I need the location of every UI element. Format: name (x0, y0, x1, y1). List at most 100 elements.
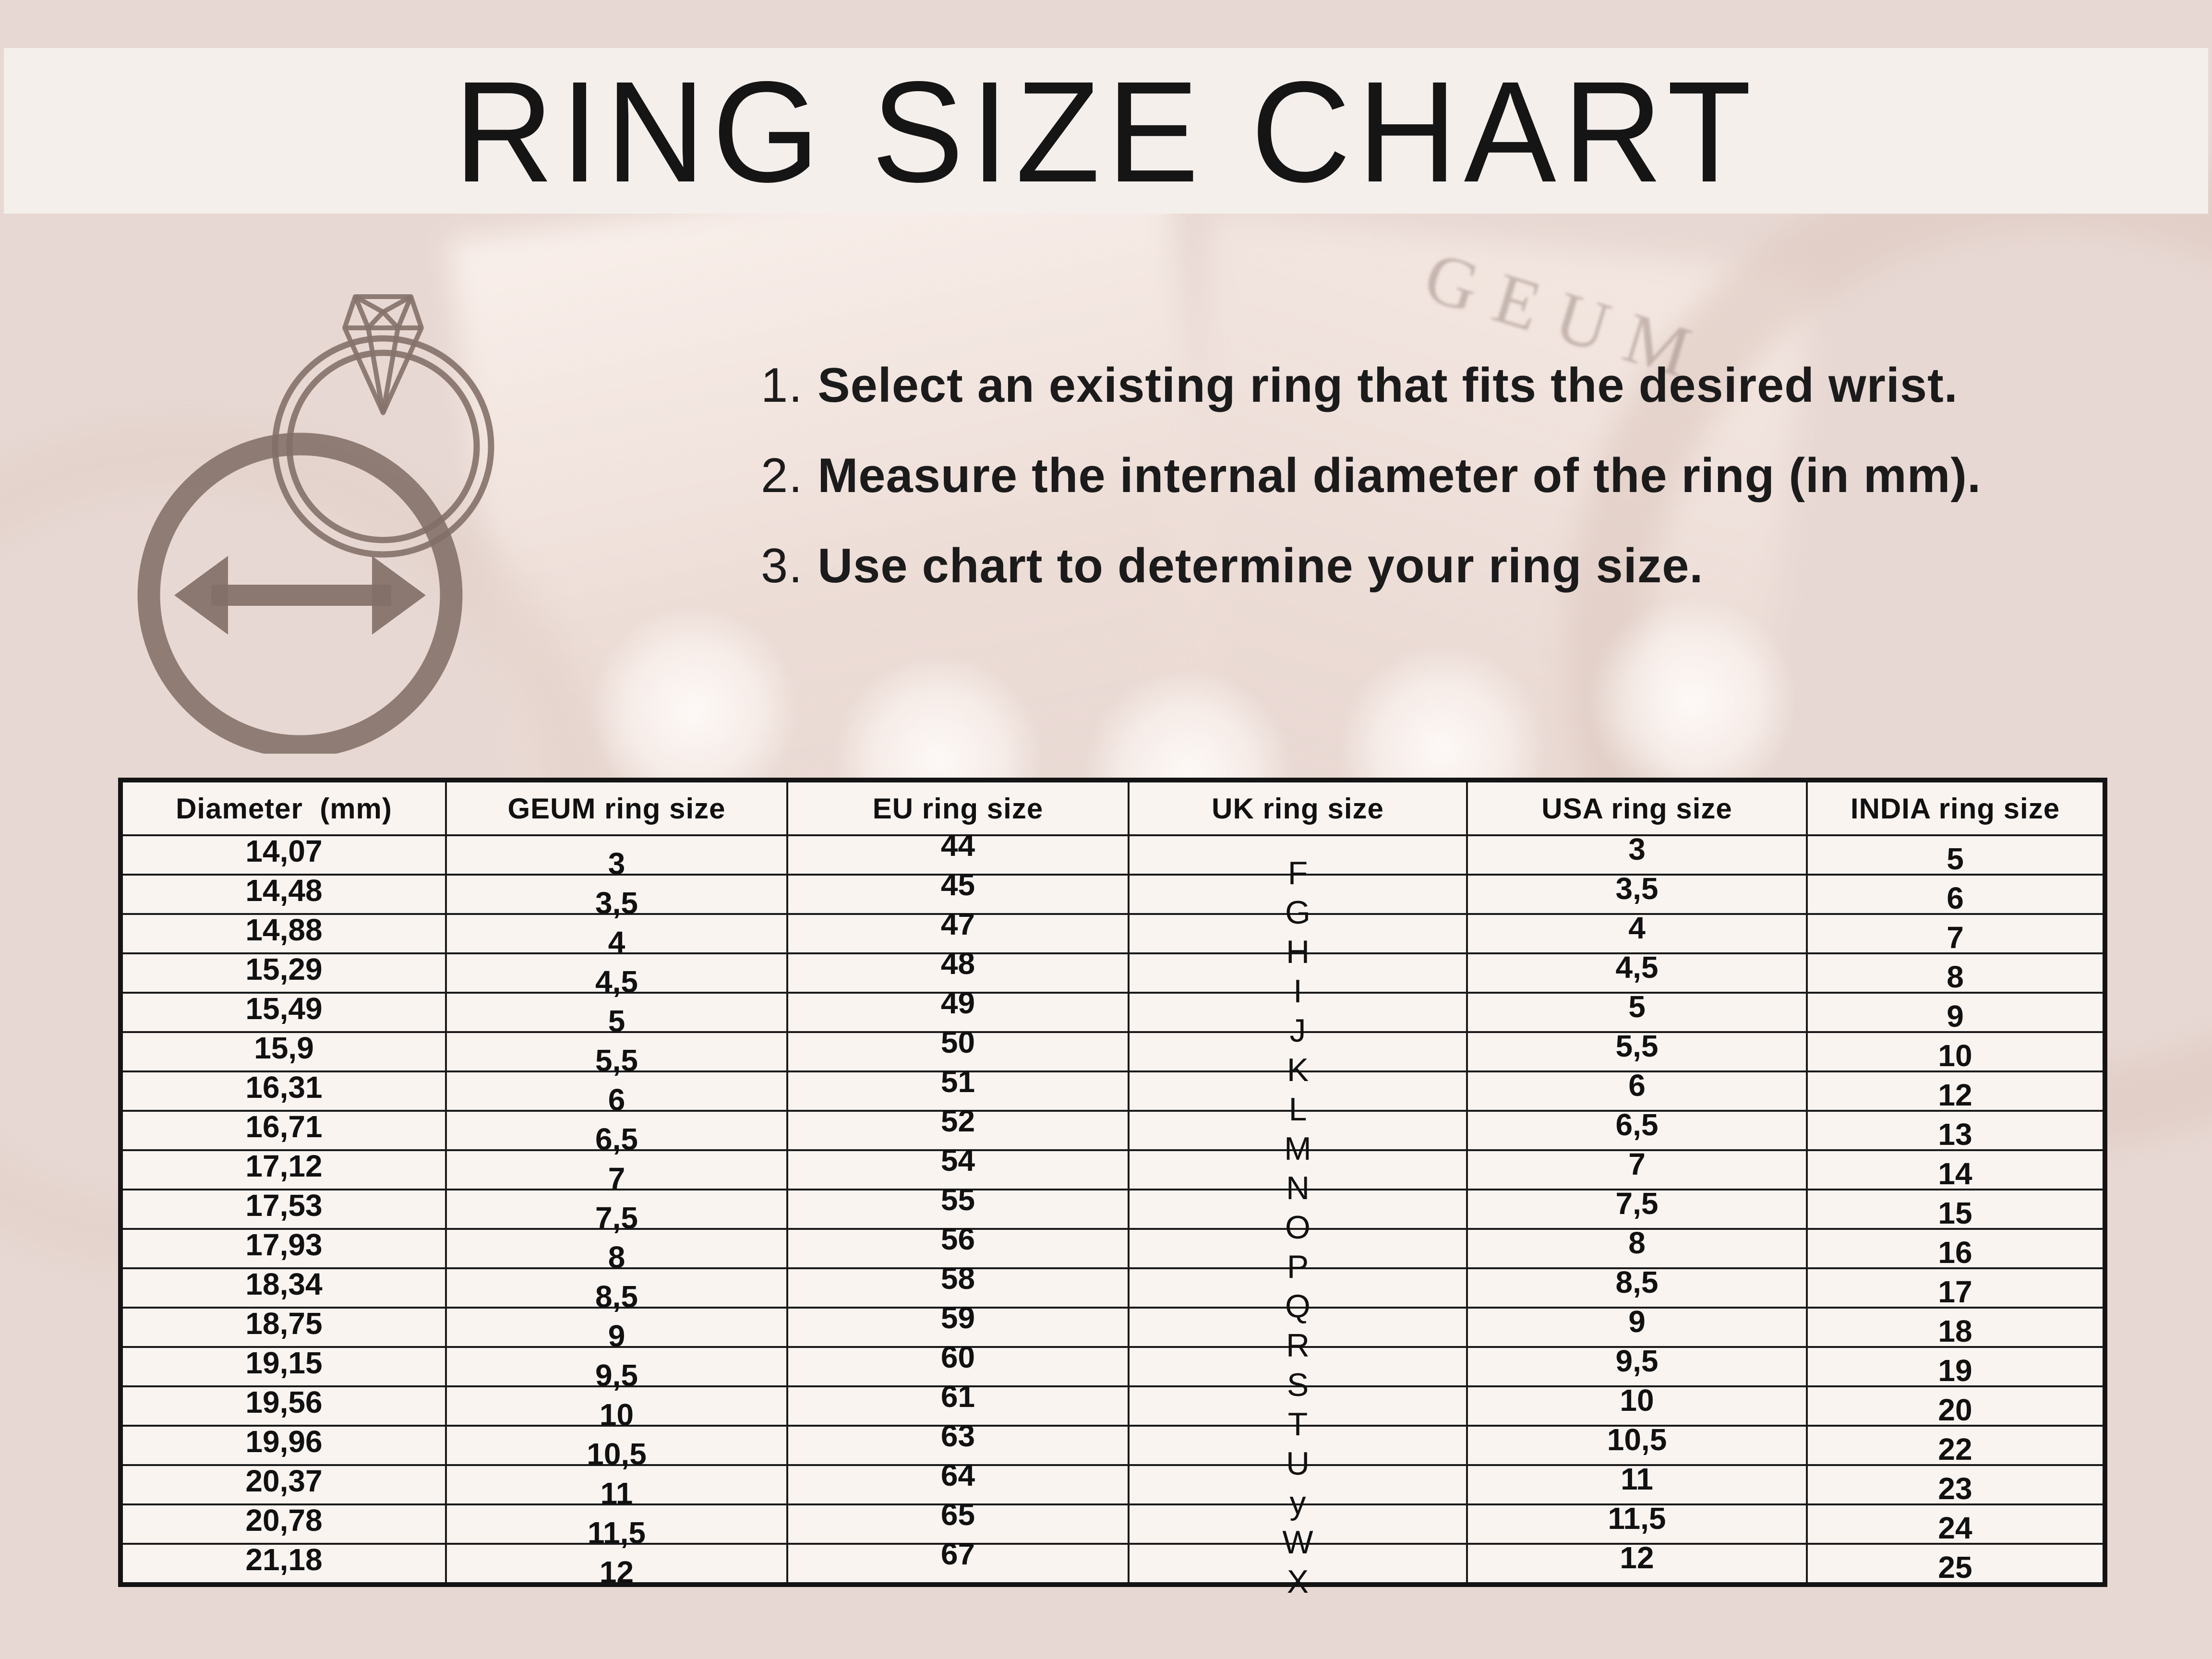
table-cell: 5 (1466, 989, 1808, 1033)
table-cell: 6 (1466, 1068, 1808, 1112)
table-cell: 51 (786, 1064, 1130, 1112)
ring-with-diamond-icon (272, 294, 494, 558)
table-cell: 13 (1806, 1110, 2106, 1152)
header-row: Diameter (mm) GEUM ring size EU ring size U… (120, 779, 2106, 836)
table-cell: 9 (1806, 992, 2106, 1034)
table-cell: T (1128, 1385, 1468, 1443)
table-cell: 5 (445, 992, 788, 1038)
table-cell: 47 (786, 907, 1130, 954)
table-cell: 15 (1806, 1189, 2106, 1230)
table-cell: W (1128, 1503, 1468, 1561)
table-cell: 19 (1806, 1346, 2106, 1388)
table-cell: 23 (1806, 1464, 2106, 1506)
table-cell: 18 (1806, 1307, 2106, 1348)
table-cell: 9,5 (1466, 1344, 1808, 1387)
table-cell: 12 (445, 1543, 788, 1589)
table-row: 16,31 6 51 L 6 12 (120, 1064, 2106, 1128)
table-cell: 6,5 (1466, 1107, 1808, 1151)
table-cell: 10 (1466, 1383, 1808, 1427)
table-cell: 9 (445, 1307, 788, 1353)
instruction-step-3: 3. Use chart to determine your ring size. (761, 537, 1981, 595)
table-cell: R (1128, 1307, 1468, 1364)
table-cell: 7 (445, 1149, 788, 1196)
column-header: INDIA ring size (1806, 779, 2106, 836)
column-header: GEUM ring size (445, 779, 788, 836)
table-cell: 24 (1806, 1503, 2106, 1545)
table-cell: G (1128, 874, 1468, 931)
table-cell: 44 (786, 828, 1130, 876)
table-cell: 4 (445, 913, 788, 960)
table-row: 20,78 11,5 65 W 11,5 24 (120, 1497, 2106, 1561)
table-cell: 17 (1806, 1267, 2106, 1309)
ring-size-table: Diameter (mm) GEUM ring size EU ring size U… (118, 778, 2107, 1600)
photo-gemstone (1589, 598, 1795, 804)
table-row: 15,9 5,5 50 K 5,5 10 (120, 1025, 2106, 1088)
table-cell: 12 (1466, 1540, 1808, 1586)
table-cell: 10,5 (445, 1425, 788, 1471)
table-cell: 52 (786, 1104, 1130, 1151)
table-row: 19,56 10 61 T 10 20 (120, 1379, 2106, 1443)
table-row: 17,93 8 56 P 8 16 (120, 1222, 2106, 1285)
table-cell: 21,18 (120, 1542, 447, 1586)
table-cell: 11,5 (445, 1503, 788, 1550)
table-row: 14,48 3,5 45 G 3,5 6 (120, 867, 2106, 931)
table-cell: 7,5 (1466, 1186, 1808, 1230)
page-title: RING SIZE CHART (454, 51, 1758, 213)
instruction-step-1: 1. Select an existing ring that fits the … (761, 356, 1981, 415)
table-cell: 16,71 (120, 1109, 447, 1151)
diameter-arrow-icon (137, 433, 463, 754)
table-header: Diameter (mm) GEUM ring size EU ring size U… (120, 779, 2106, 836)
table-row: 14,07 3 44 F 3 5 (120, 828, 2106, 891)
table-cell: 15,9 (120, 1031, 447, 1072)
table-cell: M (1128, 1110, 1468, 1167)
table-cell: 20 (1806, 1385, 2106, 1427)
table-cell: 59 (786, 1300, 1130, 1348)
table-cell: H (1128, 913, 1468, 970)
column-header: Diameter (mm) (120, 779, 447, 836)
table-cell: 10 (1806, 1031, 2106, 1073)
table-cell: 25 (1806, 1543, 2106, 1586)
table-cell: 9,5 (445, 1346, 788, 1393)
table-cell: 58 (786, 1261, 1130, 1309)
table-cell: 5,5 (1466, 1029, 1808, 1072)
table-cell: 14 (1806, 1149, 2106, 1191)
table-row: 15,29 4,5 48 I 4,5 8 (120, 946, 2106, 1010)
table-cell: 16,31 (120, 1070, 447, 1112)
table-row: 16,71 6,5 52 M 6,5 13 (120, 1104, 2106, 1167)
table-row: 14,88 4 47 H 4 7 (120, 907, 2106, 970)
table-cell: 10,5 (1466, 1422, 1808, 1466)
table-cell: 20,37 (120, 1464, 447, 1505)
table-cell: 14,48 (120, 873, 447, 915)
table-cell: 17,12 (120, 1149, 447, 1190)
table-cell: 18,75 (120, 1306, 447, 1348)
table-cell: 8,5 (445, 1267, 788, 1314)
table-cell: 11,5 (1466, 1501, 1808, 1545)
measuring-illustration (137, 294, 494, 754)
table-cell: 15,29 (120, 952, 447, 994)
table-cell: 3,5 (1466, 871, 1808, 915)
table-cell: 7 (1466, 1147, 1808, 1190)
table-cell: 54 (786, 1143, 1130, 1190)
table-row: 21,18 12 67 X 12 25 (120, 1537, 2106, 1600)
table-cell: 6,5 (445, 1110, 788, 1156)
table-cell: 3 (445, 834, 788, 881)
table-cell: y (1128, 1464, 1468, 1521)
table-cell: 63 (786, 1419, 1130, 1466)
table-cell: N (1128, 1149, 1468, 1206)
table-cell: 15,49 (120, 991, 447, 1033)
table-row: 18,34 8,5 58 Q 8,5 17 (120, 1261, 2106, 1324)
table-cell: 3,5 (445, 874, 788, 920)
table-row: 17,12 7 54 N 7 14 (120, 1143, 2106, 1206)
table-cell: 60 (786, 1340, 1130, 1387)
table-row: 18,75 9 59 R 9 18 (120, 1300, 2106, 1364)
instructions-list: 1. Select an existing ring that fits the … (761, 356, 1981, 627)
table-cell: 49 (786, 986, 1130, 1033)
table-cell: 19,56 (120, 1385, 447, 1427)
table-cell: 17,93 (120, 1227, 447, 1269)
table-cell: 18,34 (120, 1267, 447, 1309)
table-cell: 8,5 (1466, 1265, 1808, 1309)
table-cell: 9 (1466, 1304, 1808, 1348)
table-cell: F (1128, 834, 1468, 891)
table-cell: 12 (1806, 1070, 2106, 1112)
